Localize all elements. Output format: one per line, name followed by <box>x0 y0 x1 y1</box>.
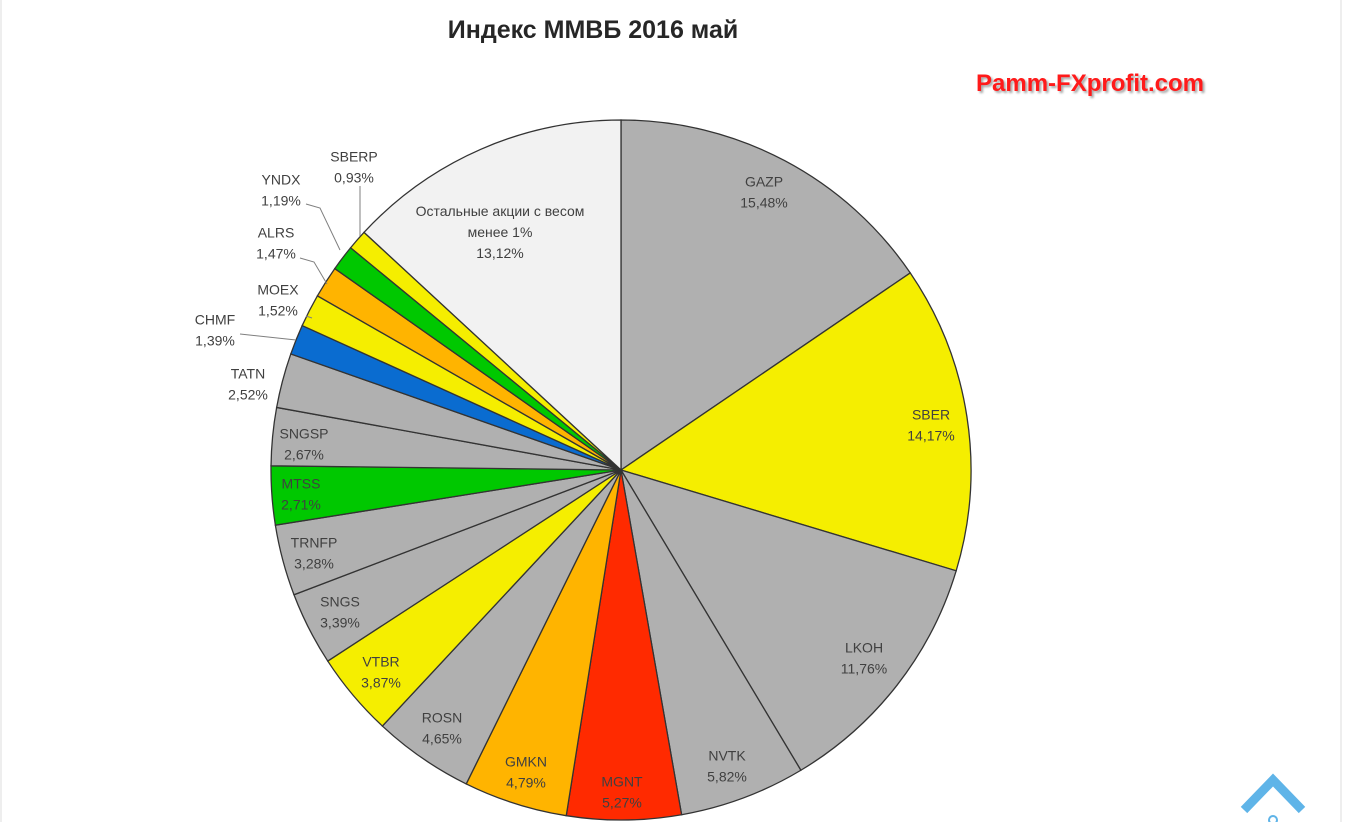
right-edge-line <box>1340 0 1342 822</box>
slice-label: GAZP 15,48% <box>740 174 787 211</box>
slice-label: LKOH 11,76% <box>841 640 887 677</box>
slice-label: SBERP 0,93% <box>330 149 377 186</box>
slice-label: TATN 2,52% <box>228 366 268 403</box>
pie-slice-sber <box>619 272 972 572</box>
slice-label: CHMF 1,39% <box>195 312 235 349</box>
leader-line <box>239 333 297 341</box>
slice-label: MTSS 2,71% <box>281 476 321 513</box>
slice-label: SBER 14,17% <box>907 407 954 444</box>
leader-line <box>305 315 313 319</box>
chevron-up-icon[interactable] <box>1240 770 1306 822</box>
slice-label: SNGS 3,39% <box>320 594 360 631</box>
leader-line <box>299 257 328 285</box>
slice-label: YNDX 1,19% <box>261 172 301 209</box>
watermark: Pamm-FXprofit.com <box>976 70 1205 97</box>
left-edge-line <box>0 0 2 822</box>
slice-label: MOEX 1,52% <box>257 282 299 319</box>
slice-label: MGNT 5,27% <box>601 774 643 811</box>
slice-label: GMKN 4,79% <box>505 754 547 791</box>
leader-line <box>305 203 341 251</box>
chart-title: Индекс ММВБ 2016 май <box>447 16 739 44</box>
pie-slice-nvtk <box>620 469 802 816</box>
slice-label: ROSN 4,65% <box>422 710 462 747</box>
pie-slice-gazp <box>620 119 912 472</box>
slice-label: ALRS 1,47% <box>256 225 296 262</box>
slice-label: VTBR 3,87% <box>361 654 401 691</box>
slice-label: NVTK 5,82% <box>707 748 747 785</box>
slice-label: SNGSP 2,67% <box>279 426 328 463</box>
slice-label: Остальные акции с весом менее 1% 13,12% <box>416 203 585 261</box>
pie-slice-остальные-акции-с-весом-менее-1- <box>363 119 622 472</box>
slice-label: TRNFP 3,28% <box>291 535 338 572</box>
pie-slice-lkoh <box>619 468 957 772</box>
